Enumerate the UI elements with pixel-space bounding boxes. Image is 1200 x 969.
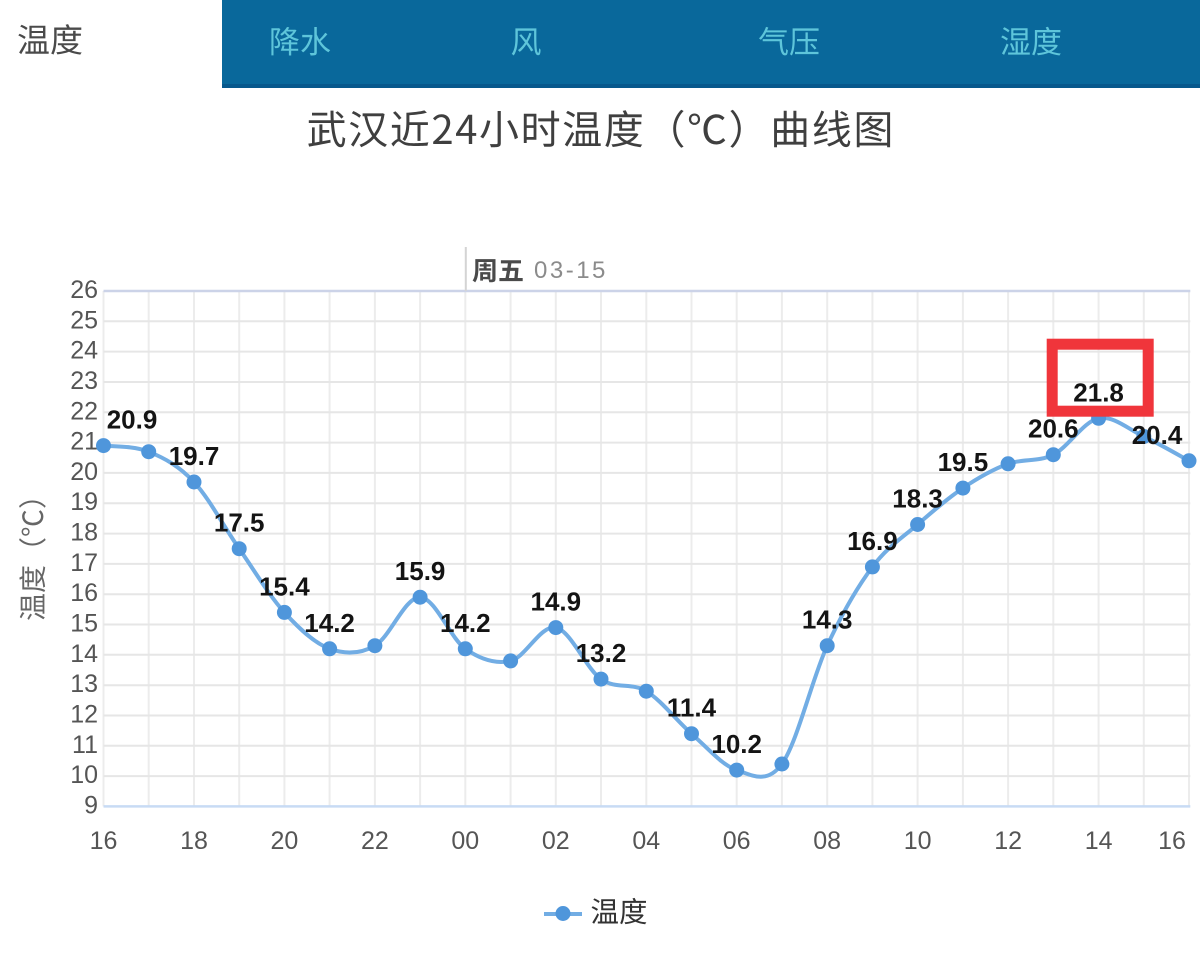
svg-text:10: 10 (904, 827, 932, 855)
svg-text:20: 20 (270, 827, 298, 855)
svg-text:16: 16 (1158, 827, 1186, 855)
svg-text:14.9: 14.9 (530, 587, 581, 617)
svg-text:14: 14 (70, 640, 98, 668)
svg-text:16.9: 16.9 (847, 526, 898, 556)
svg-text:16: 16 (90, 827, 118, 855)
svg-text:15.4: 15.4 (259, 571, 310, 601)
svg-text:9: 9 (84, 791, 98, 819)
svg-text:11.4: 11.4 (667, 693, 717, 723)
svg-text:13.2: 13.2 (576, 638, 627, 668)
svg-text:17: 17 (70, 549, 98, 577)
svg-text:14: 14 (1085, 827, 1113, 855)
svg-text:06: 06 (723, 827, 751, 855)
svg-text:22: 22 (361, 827, 389, 855)
svg-text:25: 25 (70, 306, 98, 334)
svg-text:18: 18 (180, 827, 208, 855)
svg-text:20: 20 (70, 458, 98, 486)
svg-text:21: 21 (70, 428, 98, 456)
svg-text:15: 15 (70, 610, 98, 638)
svg-text:03-15: 03-15 (534, 257, 608, 284)
svg-text:11: 11 (72, 731, 98, 759)
svg-text:21.8: 21.8 (1073, 377, 1124, 407)
svg-text:24: 24 (70, 337, 98, 365)
svg-text:14.2: 14.2 (304, 608, 355, 638)
svg-text:20.6: 20.6 (1028, 414, 1079, 444)
svg-text:02: 02 (542, 827, 570, 855)
svg-text:19: 19 (70, 488, 98, 516)
svg-text:17.5: 17.5 (214, 508, 265, 538)
svg-text:23: 23 (70, 367, 98, 395)
svg-text:20.9: 20.9 (107, 405, 158, 435)
svg-text:13: 13 (70, 670, 98, 698)
svg-text:14.2: 14.2 (440, 608, 491, 638)
svg-text:14.3: 14.3 (802, 605, 853, 635)
svg-text:15.9: 15.9 (395, 556, 446, 586)
svg-text:22: 22 (70, 397, 98, 425)
svg-text:18: 18 (70, 519, 98, 547)
svg-text:12: 12 (70, 701, 98, 729)
svg-text:12: 12 (994, 827, 1022, 855)
svg-text:08: 08 (813, 827, 841, 855)
svg-text:19.5: 19.5 (938, 447, 989, 477)
svg-text:04: 04 (632, 827, 660, 855)
svg-text:26: 26 (70, 276, 98, 304)
svg-text:20.4: 20.4 (1132, 420, 1183, 450)
svg-text:19.7: 19.7 (169, 441, 220, 471)
svg-text:10: 10 (70, 761, 98, 789)
svg-text:10.2: 10.2 (711, 729, 762, 759)
svg-text:00: 00 (451, 827, 479, 855)
svg-text:18.3: 18.3 (892, 484, 943, 514)
svg-text:16: 16 (70, 579, 98, 607)
